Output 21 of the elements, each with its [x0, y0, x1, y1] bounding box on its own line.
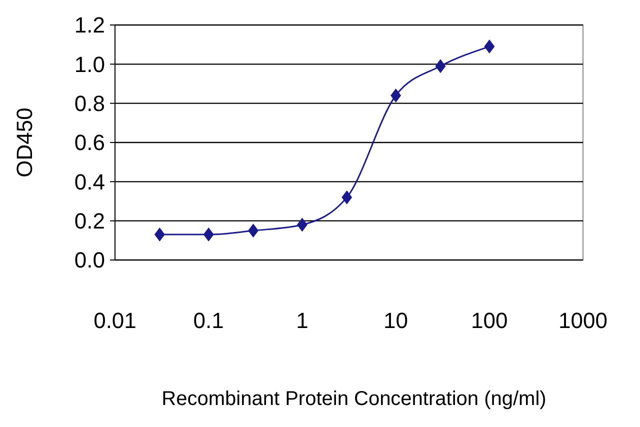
x-tick-label: 100	[471, 308, 508, 333]
y-axis-title: OD450	[12, 108, 37, 178]
y-tick-label: 1.0	[74, 52, 105, 77]
point	[248, 224, 259, 238]
point	[154, 228, 165, 242]
x-tick-label: 0.1	[193, 308, 224, 333]
x-tick-label: 1000	[558, 308, 608, 333]
y-tick-label: 1.2	[74, 12, 105, 38]
y-tick-label: 0.4	[74, 169, 105, 194]
point	[342, 190, 352, 204]
x-axis-title: Recombinant Protein Concentration (ng/ml)	[162, 388, 546, 410]
x-tick-label: 10	[384, 308, 408, 333]
point	[390, 88, 402, 102]
y-tick-label: 0.2	[74, 208, 105, 234]
x-tick-label: 1	[296, 308, 308, 333]
y-tick-label: 0.8	[74, 91, 105, 116]
point	[296, 218, 308, 232]
point	[484, 40, 495, 54]
y-tick-label: 0.0	[74, 248, 105, 273]
y-tick-label: 0.6	[74, 130, 105, 156]
x-tick-label: 0.01	[94, 308, 136, 333]
